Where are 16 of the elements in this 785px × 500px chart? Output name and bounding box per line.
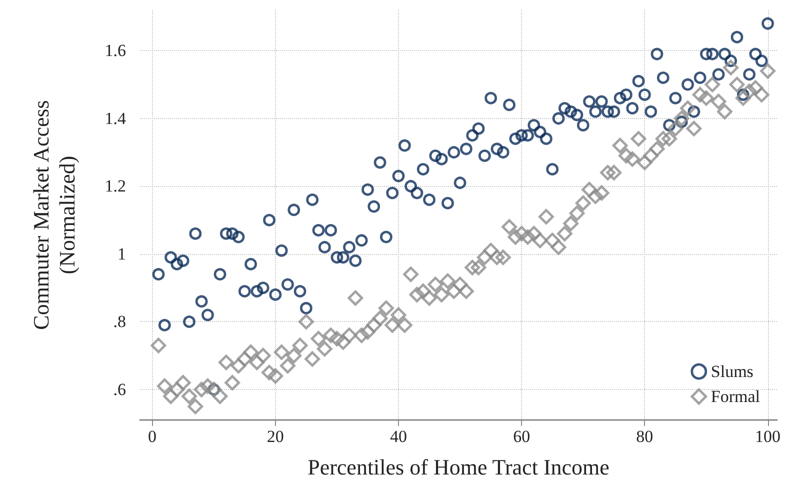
legend-label: Formal <box>710 387 760 406</box>
y-axis-title: Commuter Market Access (Normalized) <box>28 100 80 330</box>
y-tick-label: 1 <box>118 244 126 264</box>
x-axis-title: Percentiles of Home Tract Income <box>308 454 610 480</box>
y-tick-label: 1.6 <box>104 41 126 60</box>
x-tick-label: 80 <box>636 427 654 446</box>
x-tick-label: 20 <box>266 427 284 446</box>
y-tick-label: 1.4 <box>104 108 126 128</box>
x-tick-label: 40 <box>390 427 407 446</box>
legend-label: Slums <box>710 362 754 381</box>
y-tick-label: 1.2 <box>104 176 126 196</box>
y-tick-label: .8 <box>113 312 126 332</box>
x-tick-label: 100 <box>755 427 781 446</box>
x-tick-label: 0 <box>148 427 157 446</box>
y-tick-label: .6 <box>113 380 126 400</box>
x-tick-label: 60 <box>513 427 530 446</box>
